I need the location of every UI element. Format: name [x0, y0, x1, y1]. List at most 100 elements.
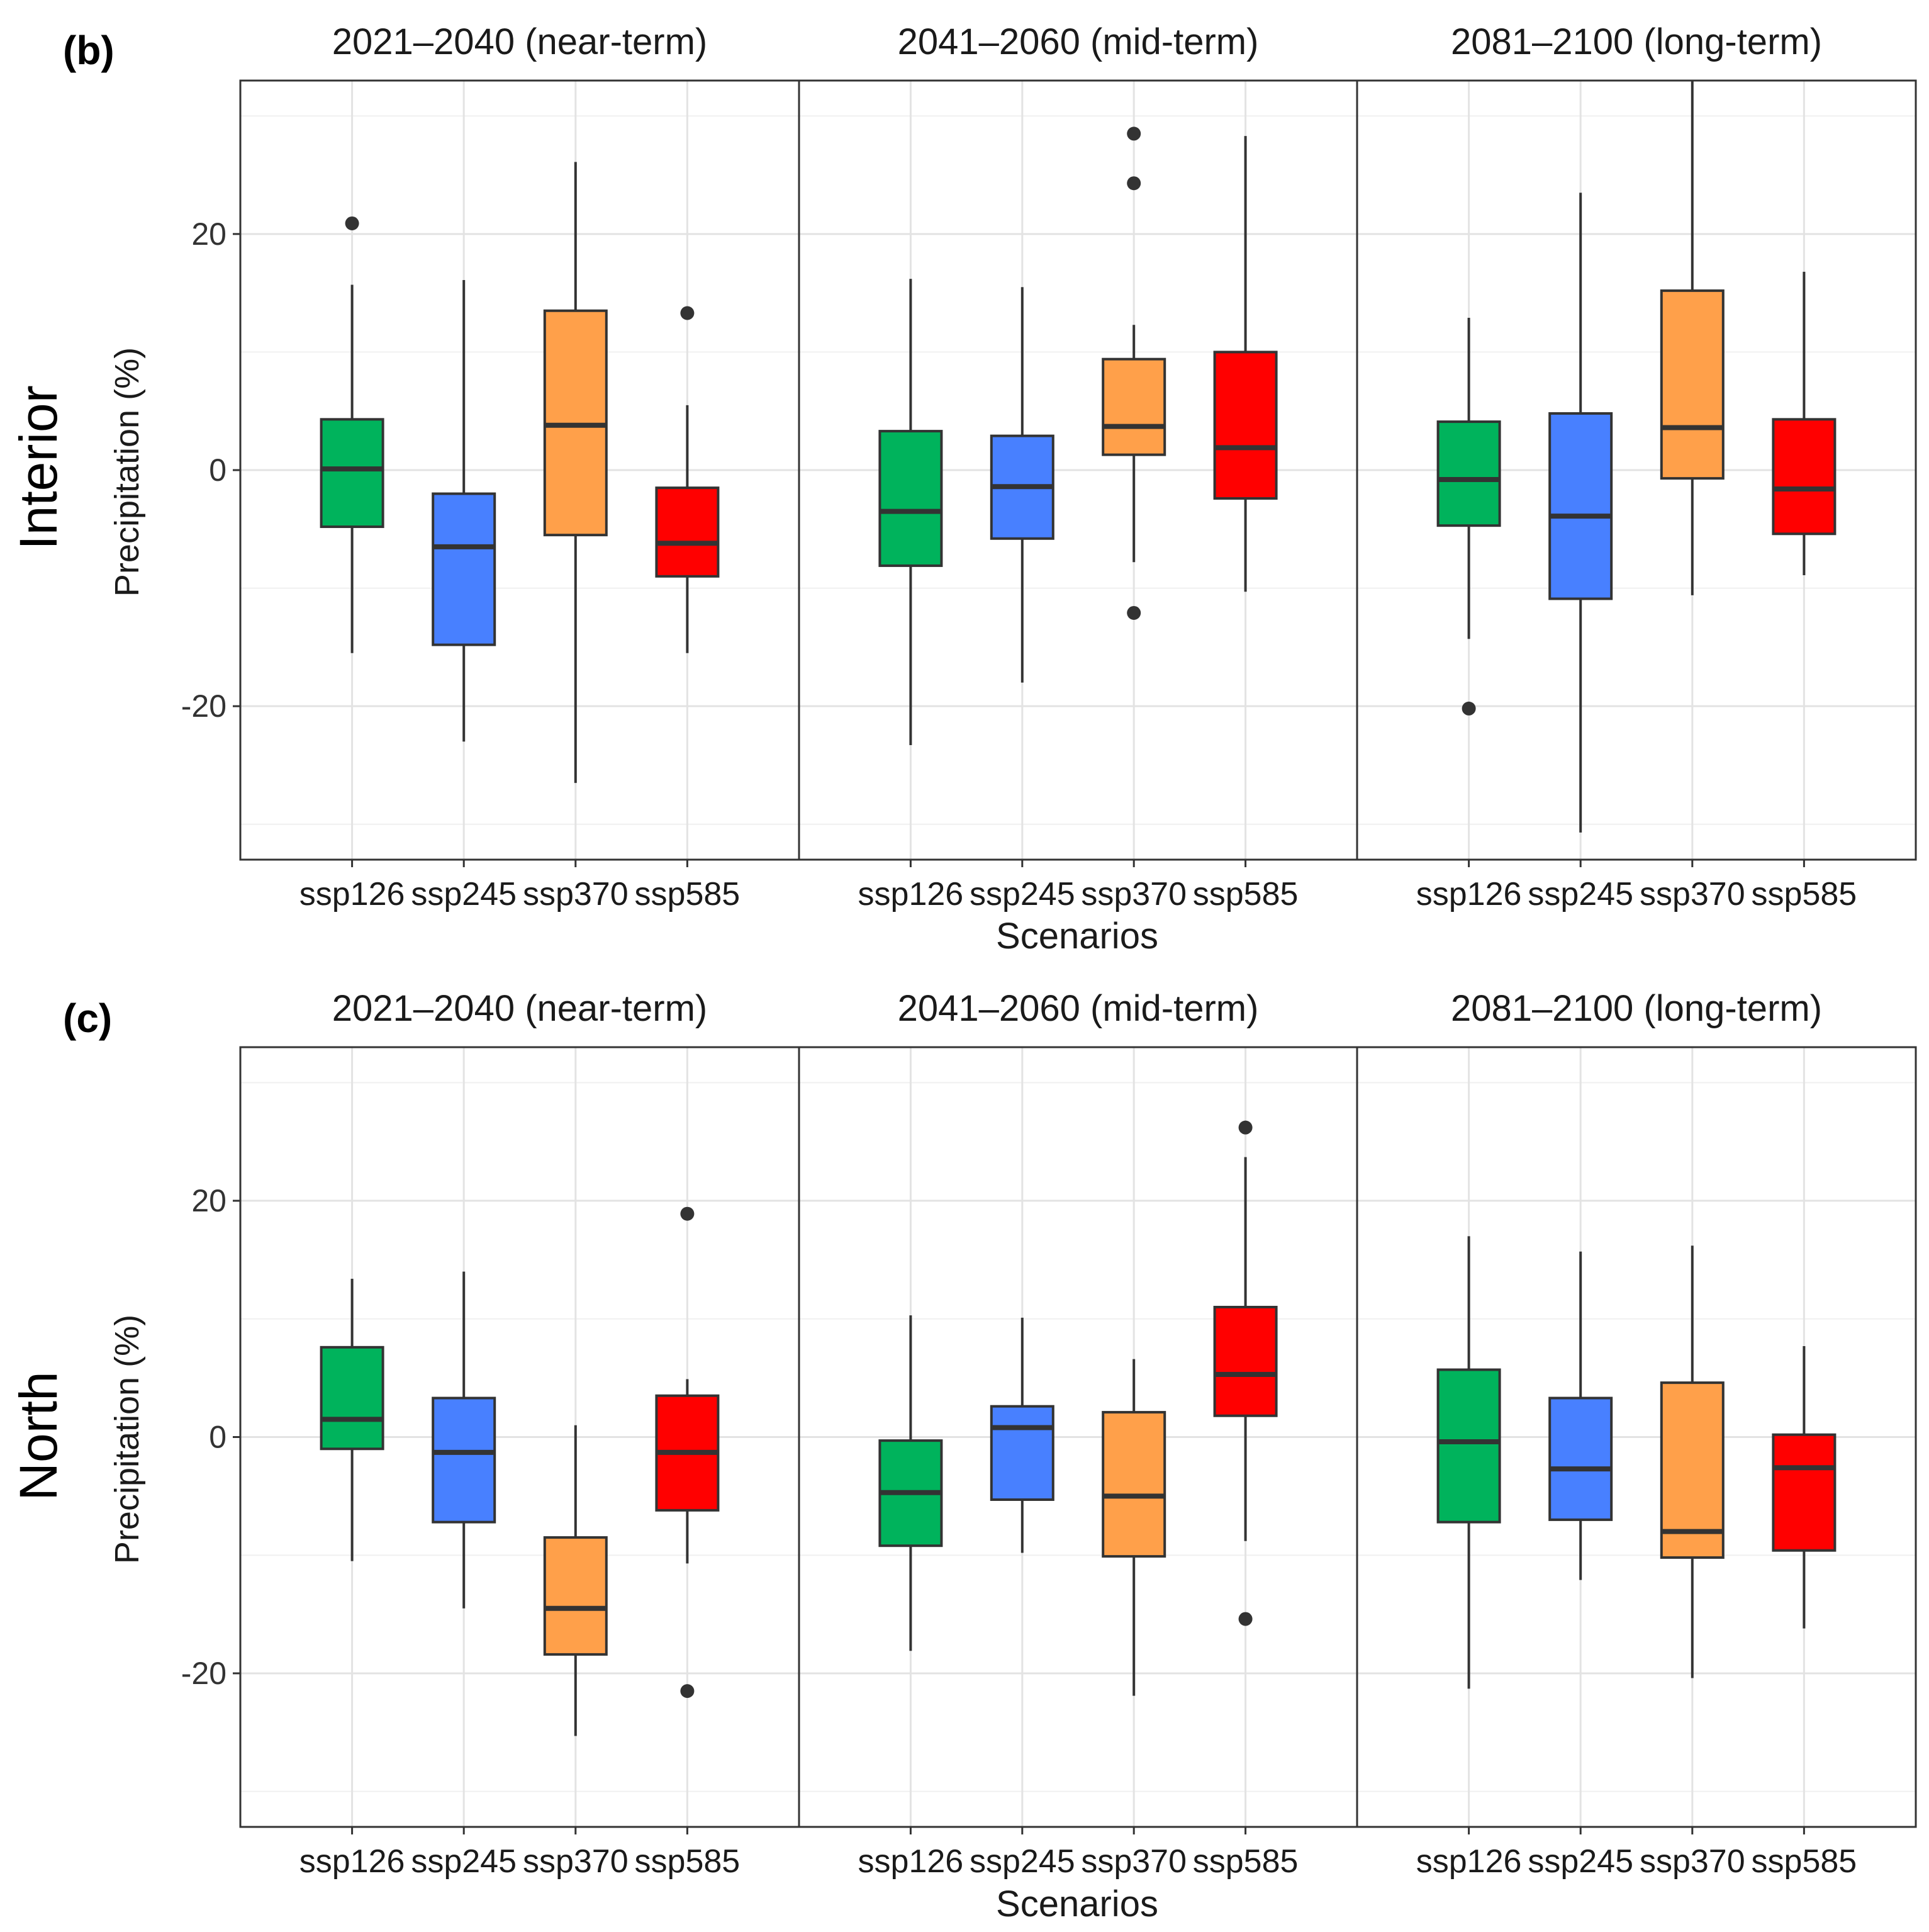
box-iqr: [1102, 1411, 1166, 1558]
box-ssp245: [432, 280, 496, 742]
x-tick-label: ssp585: [1193, 1843, 1299, 1880]
x-tick-label: ssp245: [1528, 1843, 1633, 1880]
facet-title: 2021–2040 (near-term): [332, 21, 707, 62]
box-iqr: [1213, 351, 1278, 500]
x-tick-label: ssp126: [858, 1843, 964, 1880]
x-tick-label: ssp370: [523, 1843, 629, 1880]
box-iqr: [432, 492, 496, 646]
y-tick-label: 20: [191, 216, 226, 252]
outlier-point: [680, 306, 695, 320]
x-tick-label: ssp585: [635, 1843, 741, 1880]
facet-title: 2041–2060 (mid-term): [898, 988, 1259, 1029]
x-tick-label: ssp245: [970, 1843, 1075, 1880]
box-iqr: [1772, 418, 1837, 536]
box-ssp370: [1660, 1245, 1725, 1678]
outlier-point: [680, 1206, 695, 1221]
box-iqr: [655, 486, 720, 578]
box-ssp370: [1660, 81, 1725, 595]
box-iqr: [1660, 1381, 1725, 1559]
box-iqr: [1548, 412, 1613, 600]
x-tick-label: ssp245: [1528, 876, 1633, 913]
outlier-point: [1462, 701, 1476, 716]
x-tick-label: ssp126: [1416, 876, 1522, 913]
box-ssp370: [1102, 1359, 1166, 1696]
outlier-point: [345, 216, 359, 230]
x-tick-label: ssp585: [1752, 876, 1857, 913]
facet-c-2: 2041–2060 (mid-term) ssp126 ssp245 ssp370 ss…: [798, 988, 1358, 1880]
x-tick-label: ssp370: [1640, 876, 1745, 913]
box-iqr: [1772, 1433, 1837, 1552]
y-axis-title-b: Precipitation (%): [108, 347, 146, 597]
box-ssp126: [1436, 318, 1501, 716]
box-iqr: [1213, 1306, 1278, 1417]
box-ssp126: [320, 1278, 384, 1561]
box-ssp370: [543, 1425, 608, 1736]
facet-border: [1356, 79, 1917, 861]
box-ssp126: [878, 279, 943, 746]
facet-title: 2081–2100 (long-term): [1451, 988, 1822, 1029]
x-tick-label: ssp370: [1081, 876, 1187, 913]
panel-label-c: (c): [63, 996, 112, 1041]
x-tick-label: ssp126: [299, 876, 405, 913]
facet-title: 2081–2100 (long-term): [1451, 21, 1822, 62]
x-tick-label: ssp126: [1416, 1843, 1522, 1880]
x-tick-label: ssp585: [635, 876, 741, 913]
box-ssp245: [990, 1317, 1054, 1553]
facet-c-1: 2021–2040 (near-term) ssp126 ssp245 ssp370 s…: [239, 988, 800, 1880]
x-tick-label: ssp126: [299, 1843, 405, 1880]
box-iqr: [1102, 357, 1166, 456]
facet-border: [1356, 1046, 1917, 1828]
panel-label-b: (b): [63, 28, 115, 73]
box-iqr: [543, 1536, 608, 1656]
box-ssp126: [1436, 1236, 1501, 1689]
outlier-point: [1127, 126, 1141, 141]
box-iqr: [1548, 1396, 1613, 1521]
facet-title: 2021–2040 (near-term): [332, 988, 707, 1029]
outlier-point: [1127, 176, 1141, 191]
box-iqr: [878, 430, 943, 567]
box-ssp585: [1213, 1120, 1278, 1626]
x-tick-label: ssp245: [970, 876, 1075, 913]
box-iqr: [990, 1405, 1054, 1501]
facet-title: 2041–2060 (mid-term): [898, 21, 1259, 62]
region-label-north: North: [9, 1371, 68, 1500]
x-tick-label: ssp126: [858, 876, 964, 913]
outlier-point: [1238, 1120, 1253, 1135]
facet-b-2: 2041–2060 (mid-term) ssp126 ssp245 ssp370 ss…: [798, 21, 1358, 913]
box-ssp585: [655, 1206, 720, 1699]
box-iqr: [1436, 1368, 1501, 1524]
outlier-point: [680, 1684, 695, 1699]
box-ssp585: [655, 306, 720, 653]
box-iqr: [432, 1396, 496, 1524]
box-ssp245: [432, 1271, 496, 1609]
facet-c-3: 2081–2100 (long-term) ssp126 ssp245 ssp370 s…: [1356, 988, 1917, 1880]
outlier-point: [1238, 1612, 1253, 1626]
box-iqr: [320, 1345, 384, 1451]
x-tick-label: ssp370: [523, 876, 629, 913]
box-iqr: [1660, 289, 1725, 480]
box-iqr: [320, 418, 384, 529]
x-tick-label: ssp370: [1081, 1843, 1187, 1880]
box-ssp585: [1772, 271, 1837, 575]
box-ssp585: [1213, 136, 1278, 592]
facet-b-3: 2081–2100 (long-term) ssp126 ssp245 ssp370 s…: [1356, 21, 1917, 913]
outlier-point: [1127, 605, 1141, 620]
region-label-interior: Interior: [9, 385, 68, 549]
box-ssp585: [1772, 1345, 1837, 1629]
x-tick-label: ssp245: [411, 876, 517, 913]
facet-b-1: 2021–2040 (near-term) ssp126 ssp245 ssp370 s…: [239, 21, 800, 913]
box-ssp245: [990, 287, 1054, 683]
x-tick-label: ssp585: [1193, 876, 1299, 913]
x-axis-title-c: Scenarios: [996, 1884, 1158, 1924]
box-ssp126: [320, 216, 384, 653]
box-ssp126: [878, 1315, 943, 1651]
y-tick-label: 0: [209, 1420, 226, 1455]
y-tick-label: 20: [191, 1183, 226, 1218]
y-tick-label: -20: [181, 688, 226, 724]
box-ssp245: [1548, 1251, 1613, 1580]
y-tick-label: 0: [209, 452, 226, 488]
